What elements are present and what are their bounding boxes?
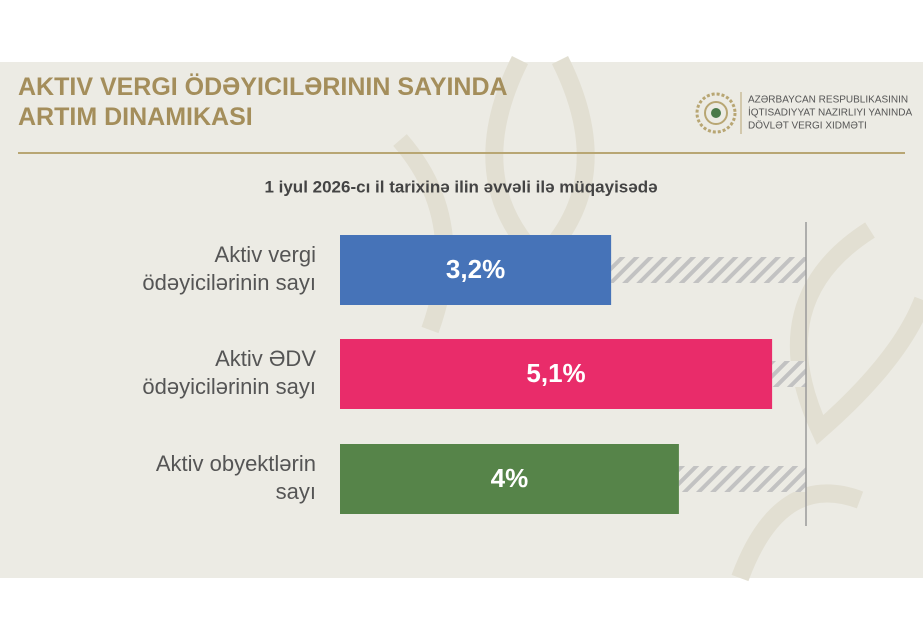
category-label: Aktiv ƏDV ödəyicilərinin sayı — [142, 346, 316, 399]
category-label: Aktiv obyektlərin sayı — [156, 451, 316, 504]
org-line: İQTISADIYYAT NAZIRLIYI YANINDA — [748, 106, 912, 119]
value-label: 3,2% — [446, 254, 505, 284]
logo — [695, 92, 737, 134]
bar — [340, 444, 679, 514]
bar — [340, 235, 612, 305]
remainder-hatch — [772, 361, 806, 387]
title: AKTIV VERGI ÖDƏYICILƏRININ SAYINDA ARTIM … — [18, 72, 508, 131]
category-label: Aktiv vergi ödəyicilərinin sayı — [142, 242, 316, 295]
org-line: AZƏRBAYCAN RESPUBLIKASININ — [748, 95, 908, 106]
org-line: DÖVLƏT VERGI XIDMƏTI — [748, 120, 867, 132]
remainder-hatch — [678, 466, 806, 492]
background-ornament — [393, 55, 923, 582]
value-label: 4% — [491, 463, 529, 493]
value-label: 5,1% — [526, 358, 585, 388]
bar — [340, 339, 773, 409]
remainder-hatch — [611, 257, 806, 283]
subtitle: 1 iyul 2026-cı il tarixinə ilin əvvəli i… — [264, 177, 657, 196]
